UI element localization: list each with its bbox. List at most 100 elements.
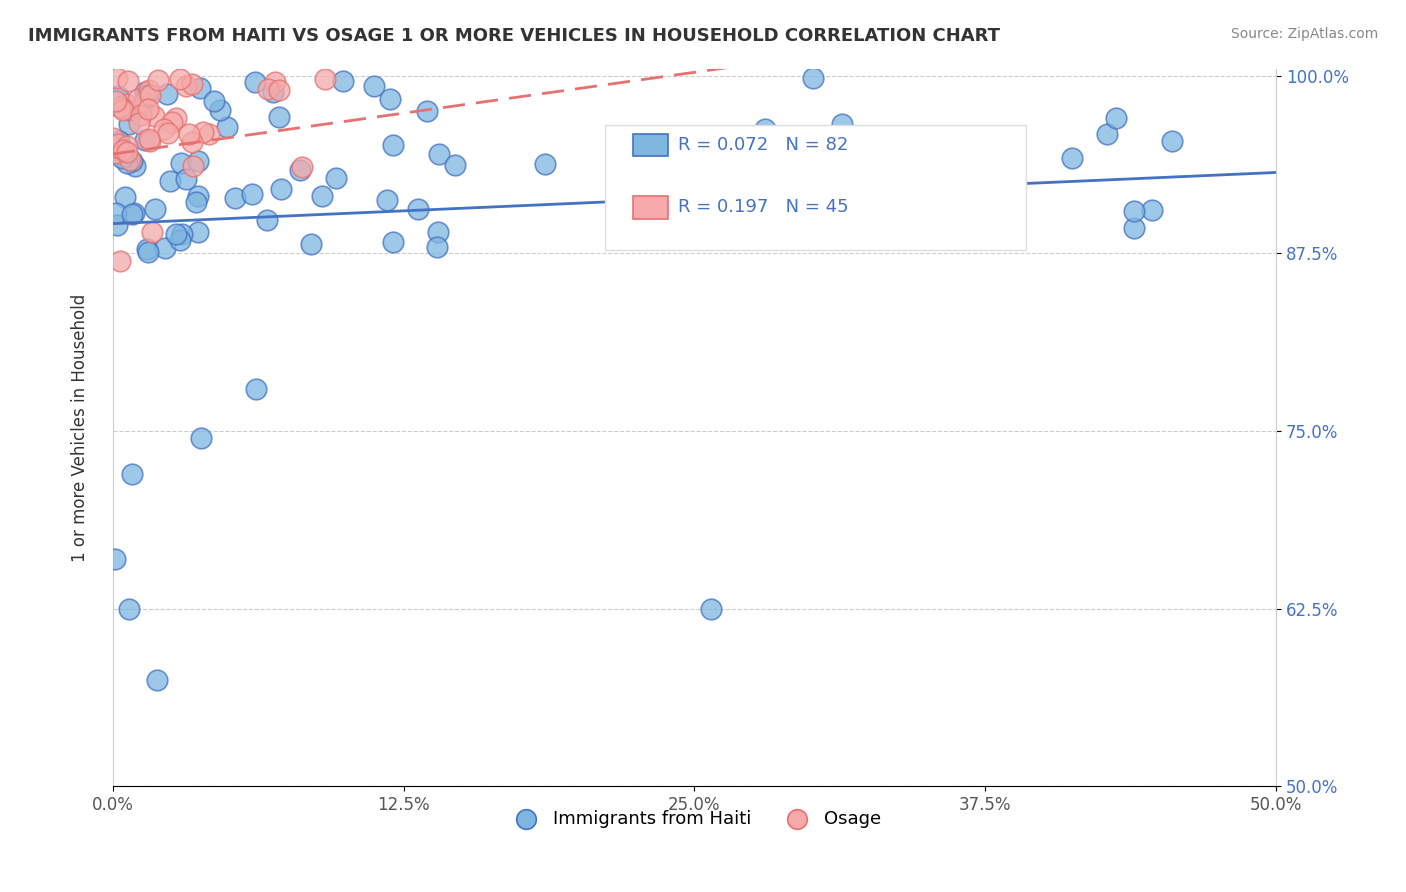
Point [256, 82, 278, 96]
Point [135, 242, 157, 256]
Legend: Immigrants from Haiti, Osage: Immigrants from Haiti, Osage [501, 803, 889, 835]
Point [209, 103, 232, 117]
Point [1122, 204, 1144, 219]
Point [159, 173, 181, 187]
Point [263, 75, 285, 89]
Point [269, 110, 291, 124]
Point [156, 87, 179, 102]
Point [176, 172, 198, 186]
Point [299, 237, 322, 252]
Point [270, 182, 292, 196]
Point [117, 602, 139, 616]
Point [127, 92, 149, 106]
Point [129, 108, 152, 122]
Point [202, 94, 225, 108]
Point [1142, 203, 1164, 218]
Point [245, 382, 267, 396]
Point [117, 117, 139, 131]
Point [174, 78, 197, 93]
Point [378, 92, 401, 106]
Point [181, 77, 204, 91]
Point [121, 207, 143, 221]
Point [111, 101, 134, 115]
Point [165, 111, 187, 125]
Point [381, 138, 404, 153]
Point [224, 191, 246, 205]
Point [183, 159, 205, 173]
Point [117, 138, 139, 153]
Point [170, 155, 193, 169]
Point [883, 160, 905, 174]
Point [143, 202, 166, 217]
Point [121, 153, 143, 168]
Point [267, 82, 290, 96]
Point [108, 100, 131, 114]
Point [134, 133, 156, 147]
Point [160, 115, 183, 129]
Point [427, 146, 450, 161]
Point [145, 673, 167, 687]
Point [190, 431, 212, 445]
Point [138, 134, 160, 148]
Text: R = 0.072   N = 82: R = 0.072 N = 82 [678, 136, 848, 154]
Point [533, 157, 555, 171]
Point [1105, 111, 1128, 125]
Point [217, 120, 239, 134]
Point [139, 87, 162, 102]
Point [128, 116, 150, 130]
Point [177, 127, 200, 141]
Point [146, 73, 169, 87]
Point [1060, 151, 1083, 165]
Point [107, 88, 129, 103]
Point [191, 125, 214, 139]
Point [415, 103, 437, 118]
Point [129, 101, 152, 115]
Point [105, 95, 128, 109]
Text: R = 0.197   N = 45: R = 0.197 N = 45 [678, 198, 848, 216]
Point [186, 194, 208, 209]
Point [124, 159, 146, 173]
Point [848, 134, 870, 148]
Point [141, 225, 163, 239]
Point [115, 97, 138, 112]
Point [138, 83, 160, 97]
Point [136, 102, 159, 116]
Point [105, 218, 128, 232]
Point [108, 253, 131, 268]
Point [288, 162, 311, 177]
Point [754, 121, 776, 136]
Point [107, 136, 129, 151]
Point [122, 206, 145, 220]
Point [181, 135, 204, 149]
Point [121, 467, 143, 481]
Point [245, 75, 267, 89]
Point [136, 245, 159, 260]
Point [262, 85, 284, 99]
Point [142, 109, 165, 123]
Text: IMMIGRANTS FROM HAITI VS OSAGE 1 OR MORE VEHICLES IN HOUSEHOLD CORRELATION CHART: IMMIGRANTS FROM HAITI VS OSAGE 1 OR MORE… [28, 27, 1000, 45]
Point [187, 154, 209, 169]
Point [792, 203, 814, 218]
Point [134, 85, 156, 99]
Point [291, 160, 314, 174]
Point [949, 181, 972, 195]
Point [132, 95, 155, 110]
Point [700, 602, 723, 616]
Point [117, 145, 139, 159]
Point [111, 151, 134, 165]
Point [363, 78, 385, 93]
Text: Source: ZipAtlas.com: Source: ZipAtlas.com [1230, 27, 1378, 41]
Point [332, 74, 354, 88]
Point [375, 193, 398, 207]
Point [198, 127, 221, 141]
Point [1123, 220, 1146, 235]
Point [426, 240, 449, 254]
Point [105, 206, 128, 220]
Point [240, 186, 263, 201]
Point [135, 87, 157, 102]
Point [685, 197, 707, 211]
Point [103, 140, 125, 154]
Point [169, 71, 191, 86]
Point [187, 225, 209, 239]
Point [444, 158, 467, 172]
